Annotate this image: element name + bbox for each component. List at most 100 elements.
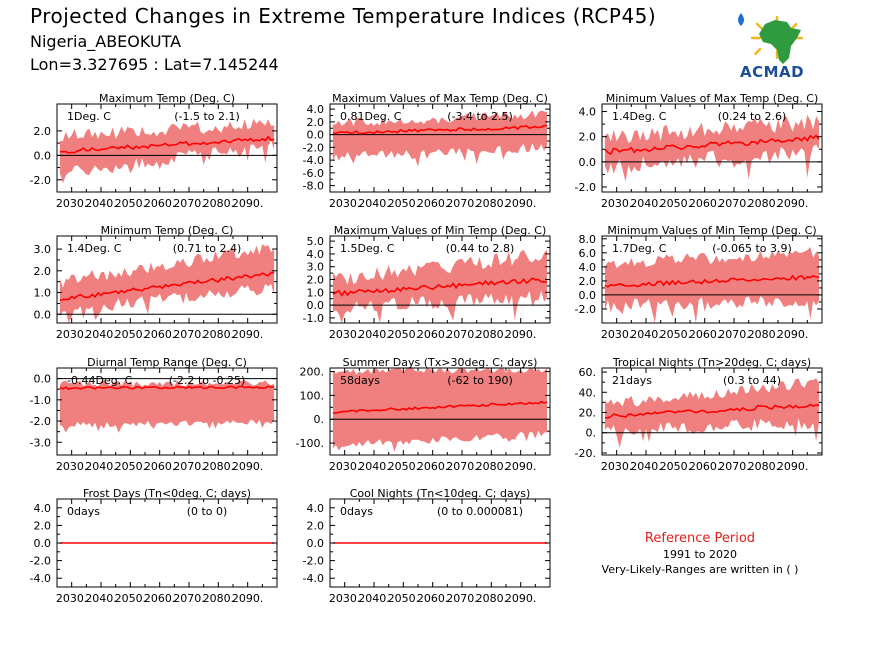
x-tick-label: 2070. [446, 460, 478, 473]
chart-su: -100. 0. 100. 200. 2030.2040.2050.2060.2070.… [296, 356, 551, 473]
x-tick-label: 2030. [601, 328, 633, 341]
x-tick-label: 2030. [329, 197, 361, 210]
x-tick-label: 2070. [173, 592, 205, 605]
x-tick-label: 2080. [476, 460, 508, 473]
y-tick-label: 4.0 [579, 261, 597, 274]
x-tick-label: 2050. [660, 197, 692, 210]
chart-title: Minimum Temp (Deg. C) [101, 224, 234, 237]
x-tick-label: 2090. [777, 328, 809, 341]
chart-title: Frost Days (Tn<0deg. C; days) [83, 487, 251, 500]
median-line [604, 403, 820, 419]
x-tick-label: 2030. [601, 460, 633, 473]
x-tick-label: 2090. [505, 592, 537, 605]
plot-frame [601, 103, 823, 193]
y-tick-label: -6.0 [303, 167, 324, 180]
y-tick-label: 0.0 [307, 537, 325, 550]
x-tick-label: 2030. [329, 328, 361, 341]
plot-frame [56, 367, 278, 456]
y-tick-label: 2.0 [34, 519, 52, 532]
y-tick-label: 0. [314, 413, 325, 426]
y-tick-label: 0.0 [34, 308, 52, 321]
y-tick-label: 0.0 [34, 537, 52, 550]
y-tick-label: -1.0 [303, 312, 324, 325]
chart-title: Maximum Values of Min Temp (Deg. C) [334, 224, 547, 237]
median-line [59, 271, 275, 302]
y-tick-label: 1.0 [34, 287, 52, 300]
plot-frame [329, 103, 551, 193]
chart-dtr: -3.0 -2.0 -1.0 0.0 2030.2040.2050.2060.2070.… [30, 356, 278, 473]
station-name: Nigeria_ABEOKUTA [30, 32, 182, 51]
y-tick-label: 200. [300, 366, 325, 379]
likely-range-band [604, 114, 820, 182]
x-tick-label: 2090. [777, 197, 809, 210]
median-line [332, 400, 548, 414]
likely-range-band [59, 244, 275, 323]
x-tick-label: 2090. [777, 460, 809, 473]
x-tick-label: 2060. [689, 328, 721, 341]
x-tick-label: 2060. [689, 197, 721, 210]
chart-title: Tropical Nights (Tn>20deg. C; days) [612, 356, 811, 369]
very-likely-range-label: (0.71 to 2.4) [173, 242, 242, 255]
x-tick-label: 2080. [748, 460, 780, 473]
y-tick-label: 0.0 [34, 149, 52, 162]
y-tick-label: -2.0 [30, 174, 51, 187]
x-tick-label: 2060. [144, 592, 176, 605]
y-tick-label: 5.0 [307, 235, 325, 248]
x-tick-label: 2060. [144, 460, 176, 473]
chart-tnn: -2.00.02.04.06.08.02030.2040.2050.2060.2… [575, 224, 823, 341]
acmad-logo-text: ACMAD [740, 63, 805, 81]
x-tick-label: 2040. [85, 328, 117, 341]
x-tick-label: 2030. [56, 460, 88, 473]
x-tick-label: 2070. [173, 197, 205, 210]
y-tick-label: 2.0 [34, 265, 52, 278]
y-tick-label: 0.0 [307, 129, 325, 142]
x-tick-label: 2030. [56, 197, 88, 210]
plot-frame [56, 103, 278, 193]
x-tick-label: 2070. [446, 328, 478, 341]
x-tick-label: 2040. [358, 460, 390, 473]
x-tick-label: 2070. [718, 197, 750, 210]
very-likely-range-note: Very-Likely-Ranges are written in ( ) [601, 563, 799, 576]
very-likely-range-label: (0 to 0.000081) [437, 505, 523, 518]
x-tick-label: 2060. [417, 328, 449, 341]
x-tick-label: 2040. [85, 460, 117, 473]
chart-tr: -20. 0. 20. 40. 60. 2030.2040.2050.2060.2070.… [575, 356, 823, 473]
y-tick-label: -1.0 [30, 394, 51, 407]
x-tick-label: 2090. [232, 592, 264, 605]
y-tick-label: -100. [296, 437, 324, 450]
y-tick-label: 4.0 [307, 103, 325, 116]
y-tick-label: -2.0 [30, 415, 51, 428]
y-tick-label: 0.0 [579, 156, 597, 169]
y-tick-label: -8.0 [303, 180, 324, 193]
y-tick-label: -2.0 [303, 141, 324, 154]
median-change-label: 0days [340, 505, 373, 518]
x-tick-label: 2080. [203, 460, 235, 473]
chart-tnx: -1.00.01.02.03.04.05.0 2030.2040.2050.206… [303, 224, 551, 341]
chart-title: Maximum Temp (Deg. C) [99, 92, 235, 105]
plot-frame [601, 235, 823, 324]
x-tick-label: 2080. [476, 328, 508, 341]
likely-range-band [332, 110, 548, 167]
chart-txn: -2.00.02.04.02030.2040.2050.2060.2070.20… [575, 92, 823, 210]
x-tick-label: 2080. [203, 197, 235, 210]
x-tick-label: 2070. [173, 460, 205, 473]
median-change-label: 1.4Deg. C [612, 110, 667, 123]
likely-range-band [59, 380, 275, 433]
chart-title: Summer Days (Tx>30deg. C; days) [343, 356, 538, 369]
median-line [604, 134, 820, 156]
x-tick-label: 2040. [358, 592, 390, 605]
y-tick-label: 0.0 [307, 299, 325, 312]
x-tick-label: 2080. [476, 592, 508, 605]
x-tick-label: 2090. [505, 460, 537, 473]
page-title: Projected Changes in Extreme Temperature… [30, 4, 657, 28]
x-tick-label: 2060. [144, 197, 176, 210]
likely-range-band [59, 118, 275, 184]
y-tick-label: 2.0 [307, 274, 325, 287]
median-change-label: 1.4Deg. C [67, 242, 122, 255]
likely-range-band [332, 368, 548, 452]
very-likely-range-label: (0.24 to 2.6) [718, 110, 787, 123]
y-tick-label: 0.0 [579, 289, 597, 302]
y-tick-label: 4.0 [307, 248, 325, 261]
station-coordinates: Lon=3.327695 : Lat=7.145244 [30, 55, 279, 74]
